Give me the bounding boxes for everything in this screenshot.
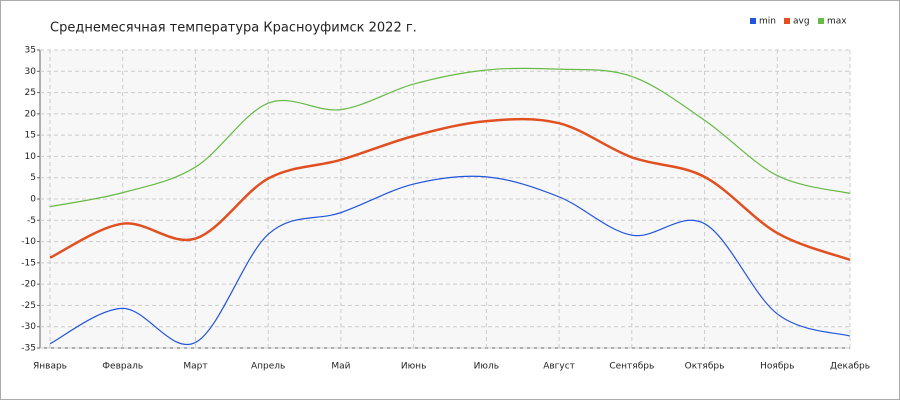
y-tick-label: 25 xyxy=(25,88,36,98)
x-tick-label: Октябрь xyxy=(685,362,725,372)
series-line xyxy=(49,175,851,346)
x-tick-label: Май xyxy=(331,362,350,372)
series-line xyxy=(49,117,851,262)
x-tick-label: Апрель xyxy=(251,362,285,372)
y-tick-label: -15 xyxy=(21,258,36,268)
x-tick-label: Сентябрь xyxy=(609,362,654,372)
chart-title: Среднемесячная температура Красноуфимск … xyxy=(50,21,417,36)
y-tick-label: -10 xyxy=(21,237,36,247)
y-tick-label: -25 xyxy=(21,301,36,311)
x-tick-label: Декабрь xyxy=(830,362,870,372)
y-tick-label: -20 xyxy=(21,280,36,290)
y-tick-label: -35 xyxy=(21,344,36,354)
series-line xyxy=(49,67,851,208)
x-tick-label: Июль xyxy=(474,362,499,372)
y-tick-label: 35 xyxy=(25,46,36,56)
x-tick-label: Январь xyxy=(33,362,67,372)
legend-label: min xyxy=(759,17,776,27)
x-tick-label: Август xyxy=(543,362,575,372)
y-tick-label: 5 xyxy=(30,173,36,183)
y-tick-label: 30 xyxy=(25,67,37,77)
y-tick-label: 15 xyxy=(25,131,36,141)
y-tick-label: 20 xyxy=(25,109,37,119)
y-tick-label: -30 xyxy=(21,322,36,332)
legend-swatch xyxy=(818,18,824,24)
y-tick-label: 10 xyxy=(25,152,37,162)
y-tick-label: -5 xyxy=(27,216,36,226)
x-tick-label: Ноябрь xyxy=(760,362,794,372)
legend-swatch xyxy=(784,18,790,24)
legend-label: avg xyxy=(793,17,810,27)
x-tick-label: Февраль xyxy=(102,362,143,372)
legend-label: max xyxy=(827,17,847,27)
x-tick-label: Март xyxy=(183,362,207,372)
y-tick-label: 0 xyxy=(30,195,36,205)
x-tick-label: Июнь xyxy=(401,362,427,372)
legend-swatch xyxy=(750,18,756,24)
